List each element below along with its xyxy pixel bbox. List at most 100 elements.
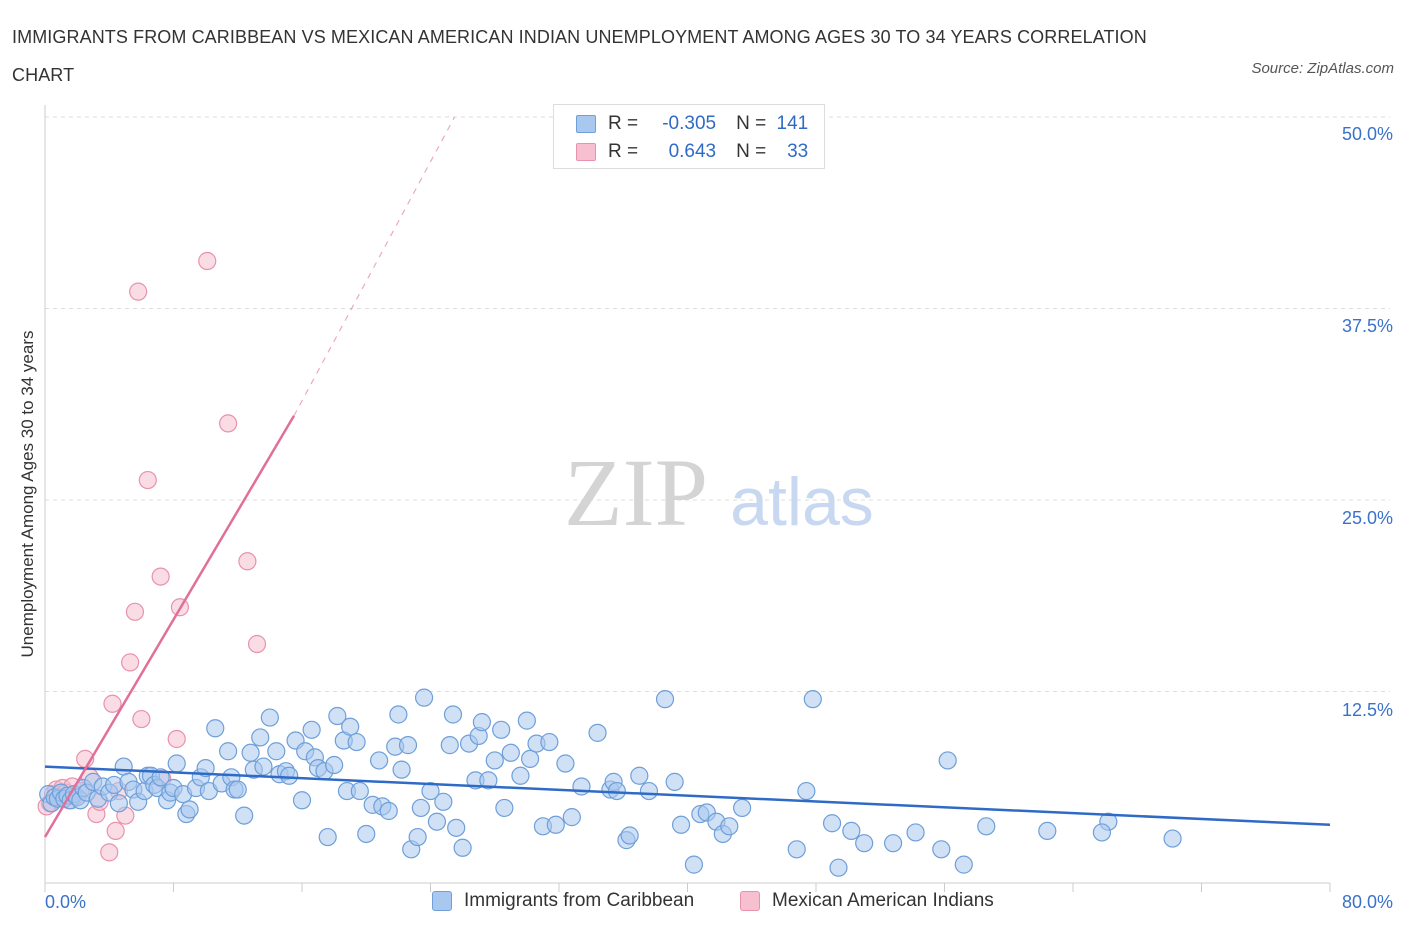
- x-tick-label-max: 80.0%: [1342, 892, 1393, 912]
- blue-data-point: [280, 766, 299, 785]
- legend-n-label: N =: [736, 113, 767, 134]
- y-tick-label-37-5: 37.5%: [1342, 316, 1393, 336]
- blue-data-point: [206, 719, 225, 738]
- series-legend-label: Immigrants from Caribbean: [464, 890, 695, 911]
- blue-series-points: [39, 688, 1182, 877]
- blue-data-point: [684, 855, 704, 874]
- pink-data-point: [132, 709, 151, 729]
- blue-data-point: [562, 808, 581, 827]
- blue-data-point: [842, 821, 861, 841]
- blue-data-point: [720, 817, 739, 836]
- pink-data-point: [238, 552, 257, 571]
- blue-data-point: [655, 690, 675, 709]
- blue-data-point: [235, 806, 254, 825]
- watermark-atlas: atlas: [730, 464, 874, 540]
- blue-data-point: [254, 757, 273, 776]
- blue-data-point: [302, 720, 321, 739]
- y-tick-label-12-5: 12.5%: [1342, 700, 1393, 720]
- blue-data-point: [292, 791, 312, 810]
- blue-data-point: [932, 840, 951, 859]
- legend-row-blue: R = -0.305 N = 141: [576, 111, 808, 137]
- blue-data-point: [398, 736, 418, 755]
- blue-data-point: [620, 826, 639, 845]
- blue-data-point: [180, 800, 199, 819]
- blue-data-point: [665, 772, 684, 791]
- watermark: ZIP atlas: [564, 439, 874, 546]
- pink-data-point: [198, 251, 217, 271]
- blue-data-point: [267, 742, 286, 761]
- blue-data-point: [260, 708, 279, 727]
- pink-data-point: [129, 282, 148, 301]
- blue-data-point: [392, 760, 411, 779]
- blue-data-point: [572, 777, 591, 796]
- blue-data-point: [829, 858, 848, 877]
- blue-data-point: [472, 713, 491, 732]
- blue-data-point: [492, 720, 511, 739]
- blue-data-point: [440, 736, 459, 755]
- blue-data-point: [546, 815, 565, 834]
- blue-data-point: [109, 794, 128, 813]
- legend-n-label: N =: [736, 141, 767, 162]
- blue-data-point: [379, 801, 398, 821]
- blue-data-point: [427, 812, 447, 831]
- blue-data-point: [228, 780, 247, 799]
- y-tick-label-50: 50.0%: [1342, 124, 1393, 144]
- pink-data-point: [103, 694, 122, 713]
- blue-data-point: [1092, 823, 1112, 842]
- blue-data-point: [501, 743, 520, 762]
- correlation-legend: R = -0.305 N = 141 R = 0.643 N = 33: [553, 104, 825, 169]
- blue-data-point: [511, 766, 530, 785]
- source-credit: Source: ZipAtlas.com: [1251, 60, 1394, 77]
- blue-data-point: [517, 711, 536, 730]
- blue-data-point: [520, 749, 540, 769]
- pink-data-point: [100, 843, 119, 862]
- pink-trend-extension: [293, 116, 456, 417]
- y-axis-title: Unemployment Among Ages 30 to 34 years: [18, 331, 37, 658]
- pink-data-point: [219, 414, 238, 433]
- blue-data-point: [556, 754, 575, 773]
- blue-data-point: [803, 690, 822, 709]
- legend-r-value: 0.643: [668, 141, 717, 162]
- watermark-zip: ZIP: [564, 439, 708, 546]
- y-tick-label-25: 25.0%: [1342, 508, 1393, 528]
- blue-data-point: [630, 766, 649, 785]
- blue-data-point: [1163, 829, 1182, 848]
- pink-data-point: [167, 729, 186, 749]
- series-legend-swatch-blue: [432, 891, 452, 911]
- blue-data-point: [350, 781, 369, 801]
- series-legend-label: Mexican American Indians: [772, 890, 994, 911]
- blue-data-point: [485, 751, 504, 770]
- blue-data-point: [855, 834, 874, 853]
- blue-data-point: [639, 781, 659, 801]
- pink-data-point: [121, 653, 140, 672]
- blue-data-point: [408, 827, 427, 847]
- blue-data-point: [341, 717, 360, 736]
- series-legend-item-caribbean: Immigrants from Caribbean: [432, 890, 694, 912]
- blue-data-point: [421, 781, 440, 801]
- blue-data-point: [906, 823, 925, 842]
- legend-row-pink: R = 0.643 N = 33: [576, 139, 808, 165]
- pink-trend-line: [43, 415, 296, 838]
- axes: [44, 105, 1331, 892]
- blue-data-point: [434, 792, 453, 811]
- blue-data-point: [443, 705, 463, 724]
- blue-data-point: [883, 834, 903, 853]
- blue-data-point: [318, 827, 337, 847]
- blue-data-point: [1038, 821, 1057, 841]
- blue-data-point: [167, 754, 186, 773]
- blue-data-point: [671, 815, 691, 834]
- series-legend-swatch-pink: [740, 891, 760, 911]
- legend-r-label: R =: [608, 113, 639, 134]
- legend-r-label: R =: [608, 141, 639, 162]
- blue-data-point: [495, 798, 514, 818]
- chart-title: IMMIGRANTS FROM CARIBBEAN VS MEXICAN AME…: [12, 27, 1147, 85]
- legend-n-value: 141: [776, 113, 809, 134]
- blue-data-point: [540, 732, 559, 752]
- x-tick-label-min: 0.0%: [45, 892, 86, 912]
- blue-data-point: [977, 817, 996, 836]
- blue-data-point: [411, 798, 430, 818]
- blue-data-point: [219, 742, 238, 761]
- blue-data-point: [822, 814, 842, 833]
- legend-n-value: 33: [787, 141, 809, 162]
